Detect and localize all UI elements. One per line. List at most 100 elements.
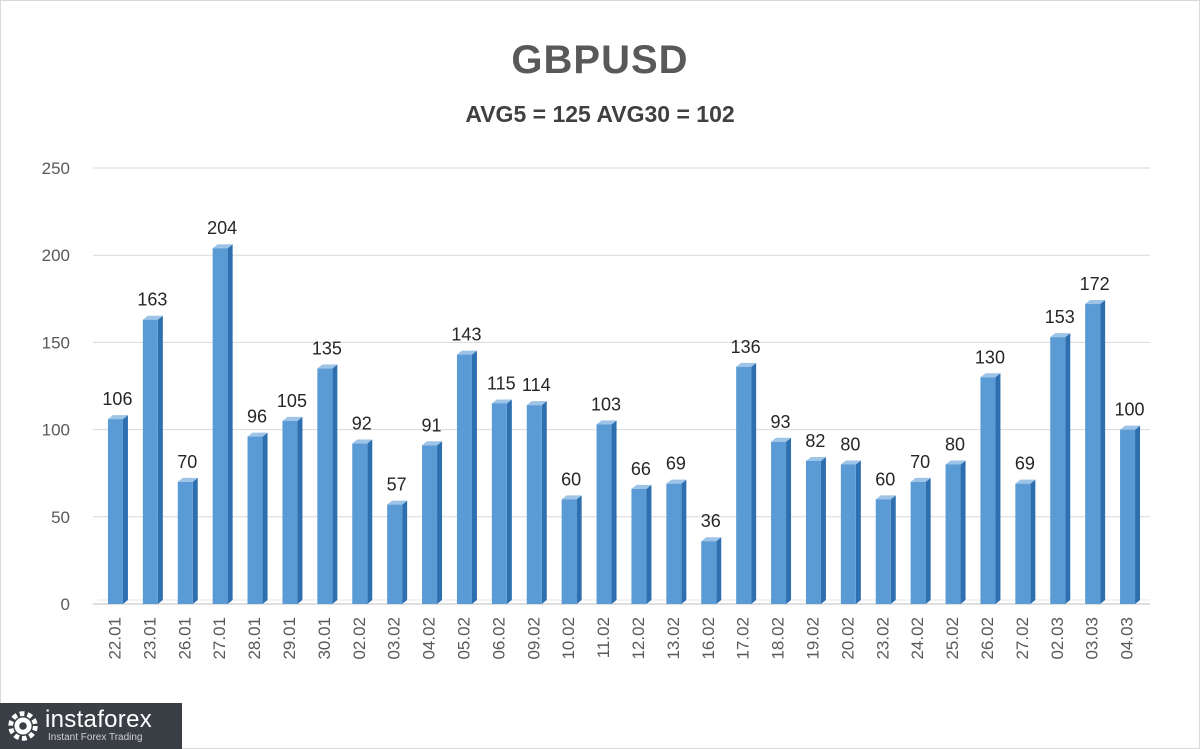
bar-top (247, 432, 268, 437)
data-label: 60 (875, 469, 895, 489)
data-label: 96 (247, 407, 267, 427)
bar-side (332, 364, 338, 604)
bar-side (437, 441, 443, 604)
data-label: 80 (945, 434, 965, 454)
y-tick-label: 100 (42, 421, 70, 440)
bar-top (177, 477, 198, 482)
bar-top (840, 460, 861, 465)
x-tick-label: 27.02 (1013, 617, 1032, 660)
bar-top (526, 401, 547, 406)
x-tick-label: 11.02 (594, 617, 613, 658)
bar (805, 460, 821, 604)
x-tick-label: 19.02 (803, 617, 822, 660)
bar (736, 366, 752, 604)
bar (177, 481, 193, 604)
bar-top (491, 399, 512, 404)
x-tick-label: 24.02 (908, 617, 927, 660)
data-label: 100 (1115, 400, 1145, 420)
bar (422, 445, 438, 604)
bar-top (212, 244, 233, 249)
y-tick-label: 250 (42, 159, 70, 178)
x-tick-label: 26.01 (175, 617, 194, 660)
x-tick-label: 06.02 (489, 617, 508, 660)
x-tick-label: 16.02 (699, 617, 718, 660)
bar-side (367, 439, 373, 604)
data-label: 57 (387, 475, 407, 495)
bar-side (192, 477, 198, 604)
bar-top (596, 420, 617, 425)
data-label: 69 (666, 454, 686, 474)
bar (142, 319, 158, 604)
data-label: 204 (207, 218, 237, 238)
bar-top (701, 537, 722, 542)
data-label: 163 (137, 290, 167, 310)
x-tick-label: 05.02 (454, 617, 473, 660)
bar-side (1135, 425, 1141, 604)
x-tick-label: 18.02 (769, 617, 788, 660)
data-label: 153 (1045, 307, 1075, 327)
data-label: 91 (422, 415, 442, 435)
bar (666, 483, 682, 604)
bar-side (122, 415, 128, 604)
instaforex-watermark: instaforex Instant Forex Trading (0, 703, 182, 749)
bar-side (646, 484, 652, 604)
data-label: 103 (591, 394, 621, 414)
bar-side (716, 537, 722, 604)
bar (1015, 483, 1031, 604)
bar (1085, 304, 1101, 604)
bar-top (456, 350, 477, 355)
bar-top (980, 373, 1001, 378)
bar (352, 443, 368, 604)
x-tick-label: 13.02 (664, 617, 683, 660)
data-label: 135 (312, 339, 342, 359)
data-label: 106 (102, 389, 132, 409)
data-label: 143 (451, 325, 481, 345)
bar (980, 377, 996, 604)
x-tick-label: 02.02 (350, 617, 369, 660)
x-tick-label: 12.02 (629, 617, 648, 660)
bar (1050, 337, 1066, 604)
bar (491, 403, 507, 604)
bar-side (1100, 300, 1106, 604)
bar-top (875, 495, 896, 500)
bar (875, 499, 891, 604)
x-tick-label: 25.02 (943, 617, 962, 660)
bar-side (471, 350, 477, 604)
bar (631, 488, 647, 604)
data-label: 70 (177, 452, 197, 472)
bar (212, 248, 228, 604)
x-tick-label: 03.02 (385, 617, 404, 660)
bar-side (855, 460, 861, 604)
bar (282, 420, 298, 604)
bar-top (1050, 333, 1071, 338)
gear-logo-icon (8, 711, 38, 741)
bar (840, 464, 856, 604)
bar-top (666, 479, 687, 484)
watermark-brand: instaforex (45, 706, 153, 733)
bar (701, 541, 717, 604)
bar-top (910, 477, 931, 482)
bar-side (751, 362, 757, 604)
bar-top (422, 441, 443, 446)
x-tick-label: 27.01 (210, 617, 229, 660)
data-label: 130 (975, 347, 1005, 367)
x-tick-label: 09.02 (524, 617, 543, 660)
bar-side (227, 244, 233, 604)
bar-top (631, 484, 652, 489)
x-tick-label: 26.02 (978, 617, 997, 660)
data-label: 114 (522, 375, 551, 395)
data-label: 115 (487, 373, 516, 393)
bar-side (1065, 333, 1071, 604)
bar (1120, 429, 1136, 604)
x-tick-label: 30.01 (315, 617, 334, 660)
data-label: 82 (805, 431, 825, 451)
x-tick-label: 28.01 (245, 617, 264, 660)
y-tick-label: 0 (61, 595, 70, 614)
data-label: 92 (352, 414, 372, 434)
bar-side (960, 460, 966, 604)
chart-title: GBPUSD (511, 38, 689, 82)
data-label: 93 (771, 412, 791, 432)
bar (771, 441, 787, 604)
bar-top (771, 437, 792, 442)
